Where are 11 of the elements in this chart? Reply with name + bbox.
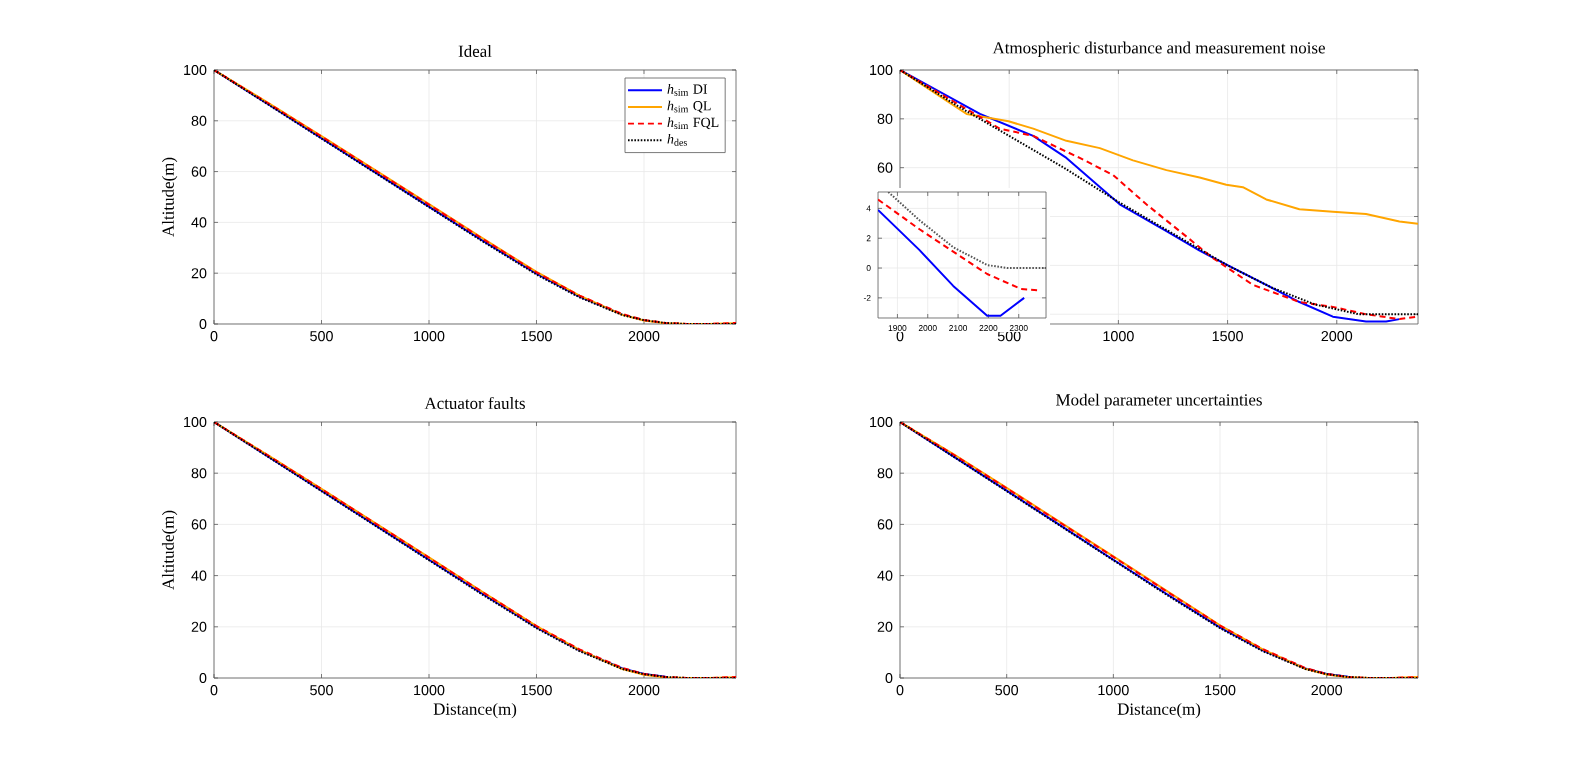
chart-title: Atmospheric disturbance and measurement noise (992, 41, 1325, 57)
chart-title: Model parameter uncertainties (1056, 393, 1262, 409)
line-series (878, 208, 1026, 317)
chart-title: Actuator faults (424, 396, 525, 409)
y-axis-title: Altitude(m) (161, 510, 178, 590)
x-axis-title: Distance(m) (1117, 702, 1201, 719)
x-axis-title: Distance(m) (433, 702, 517, 719)
line-series (878, 198, 1042, 292)
y-axis-title: Altitude(m) (161, 157, 178, 237)
chart-title: Ideal (458, 45, 492, 57)
line-series (900, 69, 1419, 225)
